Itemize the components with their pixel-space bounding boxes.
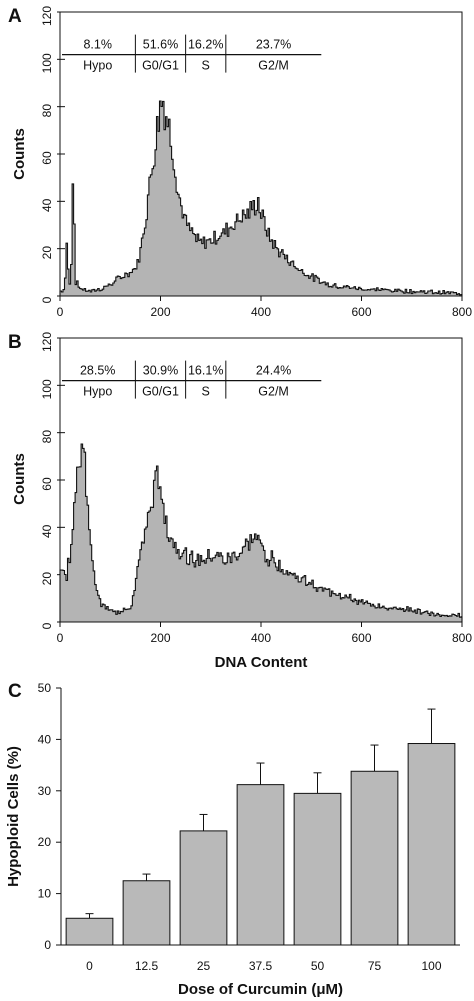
y-tick-label: 60 (40, 151, 54, 165)
x-tick-label: 600 (351, 631, 371, 645)
y-tick-label: 100 (40, 53, 54, 73)
x-tick-label: 0 (57, 305, 64, 319)
y-tick-label: 0 (40, 296, 54, 303)
phase-label: G2/M (258, 59, 289, 73)
x-tick-label: 37.5 (249, 959, 273, 973)
y-tick-label: 60 (40, 477, 54, 491)
phase-percent: 30.9% (143, 364, 178, 378)
y-tick-label: 120 (40, 332, 54, 352)
y-tick-label: 120 (40, 6, 54, 26)
phase-percent: 16.2% (188, 38, 223, 52)
x-axis-title: DNA Content (215, 654, 308, 671)
x-tick-label: 0 (86, 959, 93, 973)
y-tick-label: 20 (40, 246, 54, 260)
panel-letter: A (8, 6, 22, 27)
bar (407, 743, 456, 946)
x-tick-label: 75 (368, 959, 382, 973)
bar (179, 830, 228, 946)
y-tick-label: 20 (38, 835, 52, 849)
y-tick-label: 100 (40, 379, 54, 399)
bar (293, 792, 342, 946)
x-tick-label: 600 (351, 305, 371, 319)
x-tick-label: 12.5 (135, 959, 159, 973)
phase-label: G0/G1 (142, 59, 179, 73)
y-axis-title: Counts (11, 128, 28, 180)
x-tick-label: 100 (421, 959, 441, 973)
phase-label: G0/G1 (142, 385, 179, 399)
phase-label: Hypo (83, 385, 112, 399)
bar (122, 880, 171, 946)
y-axis-title: Hypoploid Cells (%) (5, 746, 22, 887)
phase-percent: 8.1% (83, 38, 112, 52)
y-tick-label: 40 (38, 732, 52, 746)
bar (236, 784, 285, 946)
y-tick-label: 80 (40, 104, 54, 118)
phase-percent: 28.5% (80, 364, 115, 378)
x-tick-label: 0 (57, 631, 64, 645)
y-tick-label: 80 (40, 430, 54, 444)
phase-percent: 24.4% (256, 364, 291, 378)
bar (65, 917, 114, 946)
histogram-area (59, 100, 463, 297)
panel-letter: C (8, 681, 22, 702)
phase-label: Hypo (83, 59, 112, 73)
y-tick-label: 40 (40, 524, 54, 538)
y-tick-label: 0 (44, 938, 51, 952)
phase-percent: 51.6% (143, 38, 178, 52)
phase-label: S (202, 385, 210, 399)
y-tick-label: 50 (38, 681, 52, 695)
panel-letter: B (8, 332, 22, 353)
histogram-area (59, 443, 463, 623)
y-axis-title: Counts (11, 453, 28, 505)
x-tick-label: 400 (251, 631, 271, 645)
x-tick-label: 800 (452, 305, 472, 319)
phase-label: S (202, 59, 210, 73)
x-tick-label: 200 (150, 631, 170, 645)
y-tick-label: 10 (38, 887, 52, 901)
phase-label: G2/M (258, 385, 289, 399)
y-tick-label: 0 (40, 622, 54, 629)
phase-percent: 23.7% (256, 38, 291, 52)
x-tick-label: 200 (150, 305, 170, 319)
y-tick-label: 40 (40, 198, 54, 212)
bar (350, 770, 399, 946)
y-tick-label: 20 (40, 572, 54, 586)
y-tick-label: 30 (38, 784, 52, 798)
x-tick-label: 25 (197, 959, 211, 973)
x-tick-label: 50 (311, 959, 325, 973)
x-tick-label: 400 (251, 305, 271, 319)
x-tick-label: 800 (452, 631, 472, 645)
phase-percent: 16.1% (188, 364, 223, 378)
x-axis-title: Dose of Curcumin (μM) (178, 981, 343, 998)
